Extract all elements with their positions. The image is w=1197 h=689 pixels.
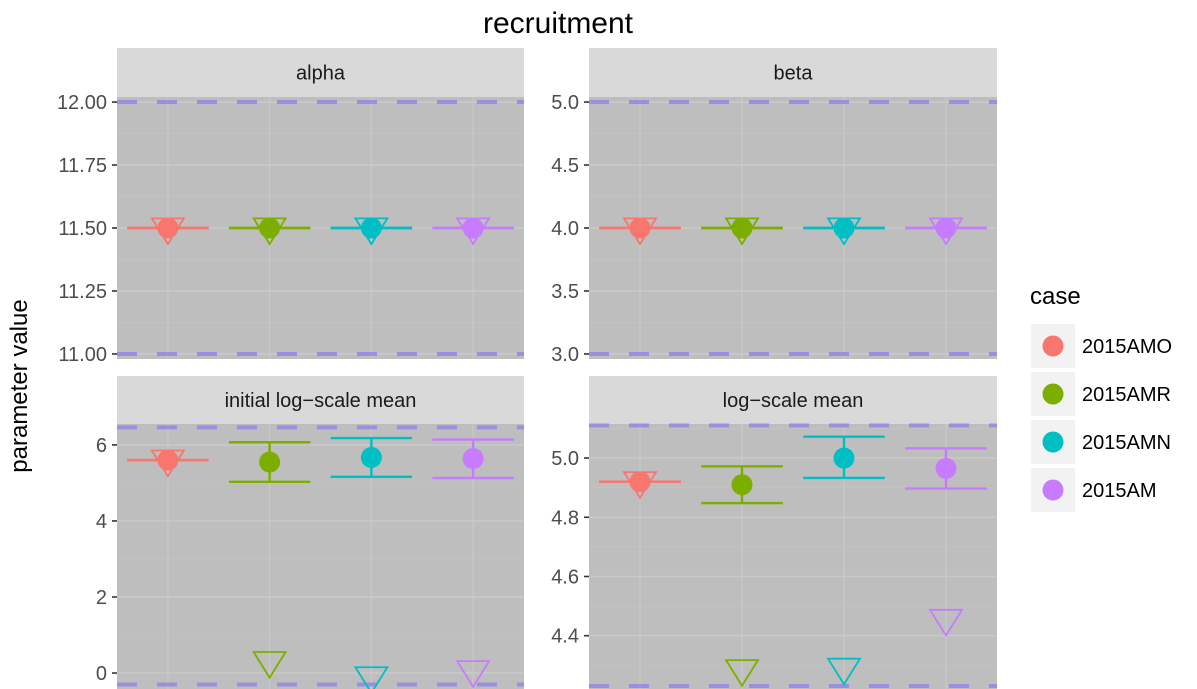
y-tick-label: 4.0 xyxy=(551,218,579,240)
data-point-2015AMO xyxy=(599,217,681,246)
data-point-2015AMO xyxy=(599,471,681,500)
initial-value-triangle xyxy=(150,449,186,478)
facet-strip xyxy=(117,48,524,97)
initial-value-triangle xyxy=(724,659,760,688)
y-tick-label: 11.50 xyxy=(58,218,107,240)
initial-value-triangle xyxy=(252,217,288,246)
initial-value-triangle xyxy=(724,217,760,246)
data-point-2015AMO xyxy=(127,449,209,478)
y-tick-label: 2 xyxy=(96,587,107,609)
y-tick-label: 4.4 xyxy=(551,626,579,648)
data-point-2015AMN xyxy=(803,435,885,686)
legend-key-2015AM xyxy=(1042,479,1064,501)
facet-panel-1: beta 3.0 3.5 4.0 4.5 5.0 xyxy=(551,48,997,366)
legend-key-2015AMO xyxy=(1042,335,1064,357)
y-tick-label: 11.00 xyxy=(58,344,107,366)
data-point-2015AMR xyxy=(701,217,783,246)
y-tick-label: 4.6 xyxy=(551,566,579,588)
y-tick-label: 5.0 xyxy=(551,448,579,470)
y-axis-title: parameter value xyxy=(6,299,33,472)
facet-panel-2: initial log−scale mean 0 2 4 6 xyxy=(96,376,524,689)
chart-title: recruitment xyxy=(483,7,634,40)
facet-strip-label: initial log−scale mean xyxy=(225,390,417,412)
y-tick-label: 12.00 xyxy=(57,92,107,114)
facet-strip-label: alpha xyxy=(296,63,346,85)
initial-value-triangle xyxy=(928,217,964,246)
y-tick-label: 4.5 xyxy=(551,155,579,177)
legend-key-2015AMR xyxy=(1042,383,1064,405)
initial-value-triangle xyxy=(928,608,964,638)
initial-value-triangle xyxy=(826,657,862,686)
initial-value-triangle xyxy=(353,217,389,246)
facet-strip xyxy=(589,48,997,97)
estimate-point xyxy=(935,457,957,479)
legend-label-2015AMR: 2015AMR xyxy=(1082,384,1171,406)
estimate-point xyxy=(629,217,651,239)
estimate-point xyxy=(259,451,281,473)
data-point-2015AM xyxy=(432,217,514,246)
initial-value-triangle xyxy=(622,217,658,246)
initial-value-triangle xyxy=(622,471,658,500)
legend-key-2015AMN xyxy=(1042,431,1064,453)
data-point-2015AMN xyxy=(330,436,413,689)
y-tick-label: 4 xyxy=(96,511,107,533)
panel-background xyxy=(117,424,524,689)
data-point-2015AMR xyxy=(228,217,311,246)
initial-value-triangle xyxy=(826,217,862,246)
data-point-2015AM xyxy=(905,447,987,638)
estimate-point xyxy=(462,217,484,239)
y-tick-label: 6 xyxy=(96,435,107,457)
legend-label-2015AMN: 2015AMN xyxy=(1082,432,1171,454)
y-tick-label: 4.8 xyxy=(551,507,579,529)
initial-value-triangle xyxy=(150,217,186,246)
y-tick-label: 11.75 xyxy=(58,155,107,177)
legend-title: case xyxy=(1030,283,1081,310)
panel-background xyxy=(589,424,997,689)
estimate-point xyxy=(833,447,855,469)
data-point-2015AMR xyxy=(228,441,311,680)
data-point-2015AMO xyxy=(127,217,209,246)
y-tick-label: 3.5 xyxy=(551,281,579,303)
initial-value-triangle xyxy=(353,666,389,689)
initial-value-triangle xyxy=(252,651,288,680)
initial-value-triangle xyxy=(455,660,491,689)
data-point-2015AM xyxy=(432,438,514,689)
estimate-point xyxy=(629,471,651,493)
data-point-2015AMN xyxy=(803,217,885,246)
estimate-point xyxy=(462,448,484,470)
estimate-point xyxy=(731,217,753,239)
estimate-point xyxy=(157,217,179,239)
legend: case 2015AMO 2015AMR 2015AMN 2015AM xyxy=(1030,283,1172,512)
data-point-2015AMR xyxy=(701,465,783,688)
estimate-point xyxy=(935,217,957,239)
facet-strip xyxy=(117,376,524,424)
facet-strip xyxy=(589,376,997,424)
legend-label-2015AM: 2015AM xyxy=(1082,480,1157,502)
facet-panels: alpha 11.00 11.25 11.50 11.75 12.00 beta 3.0 3.5… xyxy=(57,48,997,689)
estimate-point xyxy=(731,474,753,496)
estimate-point xyxy=(259,217,281,239)
facet-panel-0: alpha 11.00 11.25 11.50 11.75 12.00 xyxy=(57,48,524,366)
estimate-point xyxy=(360,217,382,239)
initial-value-triangle xyxy=(455,217,491,246)
facet-strip-label: log−scale mean xyxy=(723,390,864,412)
y-tick-label: 3.0 xyxy=(551,344,579,366)
data-point-2015AMN xyxy=(330,217,413,246)
estimate-point xyxy=(360,446,382,468)
y-tick-label: 0 xyxy=(96,663,107,685)
y-tick-label: 5.0 xyxy=(551,92,579,114)
facet-panel-3: log−scale mean 4.4 4.6 4.8 5.0 xyxy=(551,376,997,689)
data-point-2015AM xyxy=(905,217,987,246)
facet-strip-label: beta xyxy=(774,63,814,85)
legend-label-2015AMO: 2015AMO xyxy=(1082,336,1172,358)
y-tick-label: 11.25 xyxy=(58,281,107,303)
estimate-point xyxy=(833,217,855,239)
estimate-point xyxy=(157,449,179,471)
